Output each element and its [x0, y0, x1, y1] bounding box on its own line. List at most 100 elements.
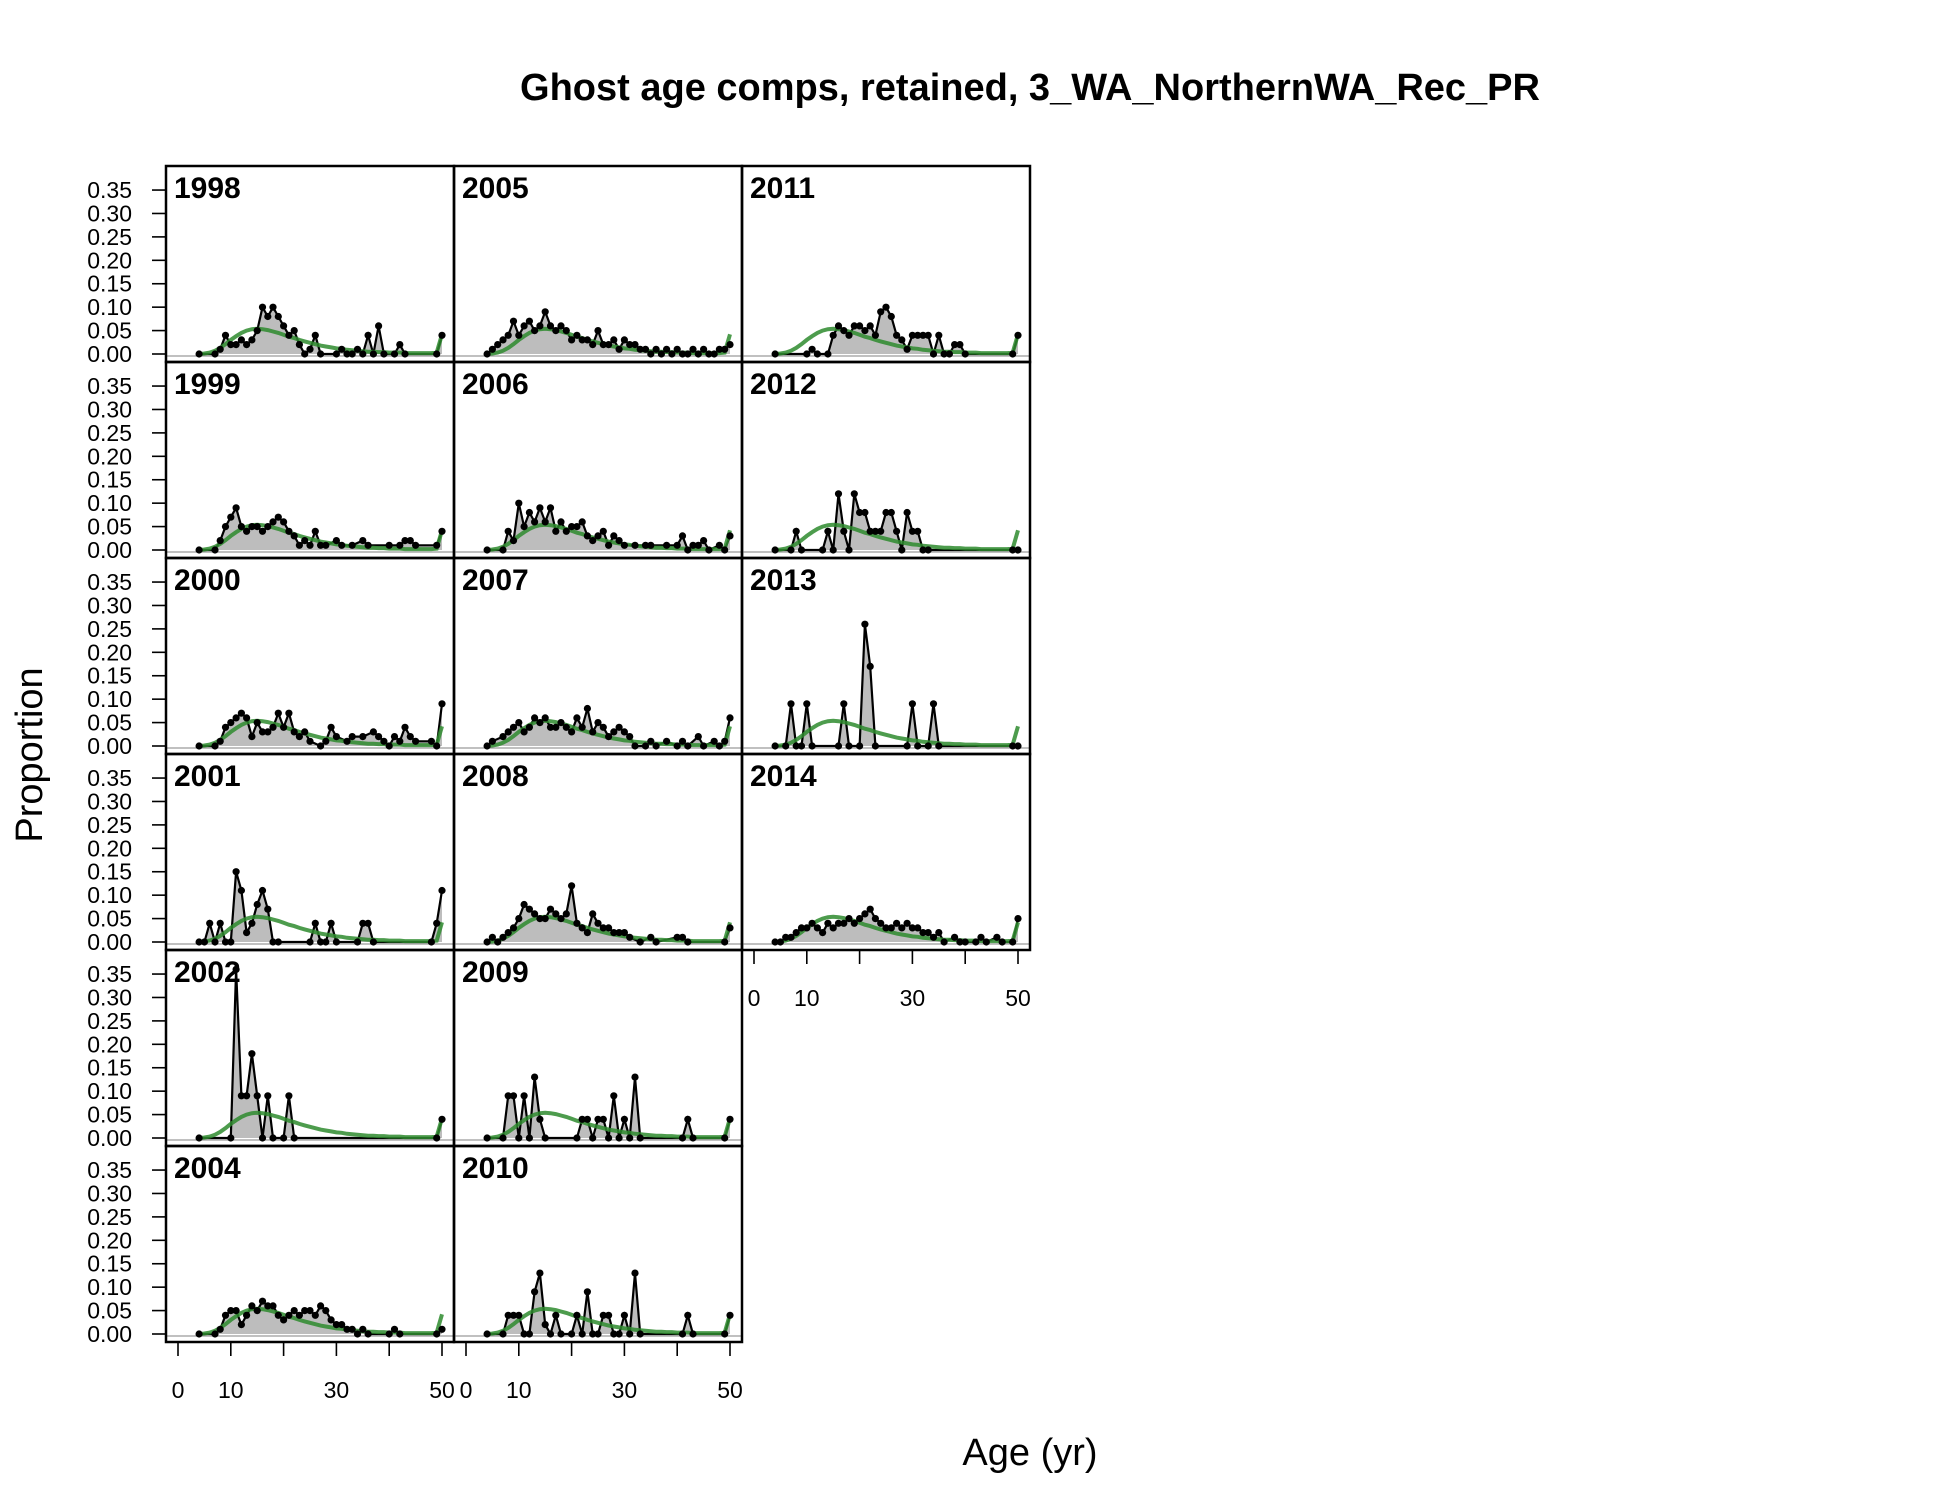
observed-line	[487, 1076, 732, 1143]
observed-point	[797, 546, 806, 554]
observed-point	[237, 523, 245, 531]
observed-point	[488, 345, 496, 353]
panel-year-label: 2012	[750, 368, 817, 401]
observed-point	[813, 924, 822, 932]
observed-point	[998, 938, 1006, 946]
observed-point	[631, 341, 639, 349]
observed-point	[903, 919, 911, 927]
observed-point	[594, 327, 602, 335]
observed-point	[438, 886, 446, 895]
observed-point	[919, 546, 927, 554]
observed-point	[615, 345, 623, 353]
observed-point	[499, 933, 507, 941]
observed-point	[982, 938, 990, 946]
observed-point	[216, 537, 224, 545]
expected-line	[198, 326, 444, 356]
observed-point	[850, 322, 858, 330]
observed-point	[269, 303, 277, 311]
observed-point	[237, 1092, 245, 1100]
observed-point	[684, 350, 692, 358]
observed-point	[673, 933, 681, 941]
panel-year-label: 2005	[462, 172, 529, 205]
observed-point	[887, 924, 895, 932]
observed-point	[237, 1321, 245, 1329]
observed-point	[546, 723, 555, 731]
y-tick-label: 0.05	[87, 710, 132, 736]
observed-point	[813, 350, 822, 358]
observed-point	[782, 742, 790, 750]
observed-point	[306, 938, 314, 946]
observed-point	[647, 350, 655, 358]
observed-point	[515, 331, 523, 339]
observed-point	[700, 742, 708, 750]
observed-point	[322, 1307, 330, 1315]
observed-point	[332, 537, 340, 545]
y-tick-label: 0.35	[87, 177, 132, 203]
observed-point	[483, 938, 491, 946]
y-tick-label: 0.25	[87, 1204, 132, 1230]
observed-point	[684, 938, 692, 946]
expected-line	[198, 718, 444, 748]
observed-point	[887, 508, 895, 517]
panel-year-label: 2013	[750, 564, 817, 597]
observed-point	[227, 1134, 235, 1142]
y-tick-label: 0.05	[87, 514, 132, 540]
observed-point	[808, 742, 816, 750]
observed-point	[327, 919, 335, 927]
observed-point	[195, 1134, 203, 1142]
y-tick-label: 0.15	[87, 663, 132, 689]
observed-point	[264, 1302, 272, 1310]
observed-point	[620, 541, 629, 549]
observed-point	[726, 714, 734, 722]
observed-point	[871, 331, 880, 339]
observed-point	[499, 1134, 507, 1142]
observed-point	[248, 1302, 256, 1310]
expected-line	[198, 522, 444, 552]
observed-point	[520, 1092, 528, 1100]
observed-point	[509, 1311, 518, 1319]
observed-point	[359, 537, 367, 545]
observed-point	[412, 737, 420, 745]
observed-point	[280, 322, 288, 330]
observed-point	[541, 714, 549, 722]
observed-point	[483, 350, 491, 358]
observed-point	[427, 938, 435, 946]
observed-point	[877, 527, 885, 535]
observed-point	[599, 1311, 607, 1319]
observed-point	[195, 1330, 203, 1338]
observed-point	[243, 714, 251, 722]
observed-point	[317, 1302, 325, 1310]
observed-point	[678, 1134, 687, 1142]
observed-point	[829, 546, 837, 554]
observed-point	[536, 915, 544, 923]
observed-point	[620, 336, 629, 344]
observed-point	[348, 350, 356, 358]
observed-point	[589, 341, 597, 349]
panel-year-label: 2006	[462, 368, 529, 401]
observed-point	[515, 1311, 523, 1319]
y-tick-label: 0.30	[87, 984, 132, 1010]
observed-point	[615, 929, 623, 937]
observed-point	[483, 546, 491, 554]
observed-point	[227, 513, 235, 521]
observed-area	[487, 885, 730, 942]
observed-point	[531, 518, 539, 526]
observed-point	[290, 728, 298, 736]
observed-point	[840, 919, 848, 927]
x-tick-label: 50	[717, 1377, 743, 1403]
observed-point	[295, 541, 303, 549]
observed-point	[940, 938, 948, 946]
observed-point	[562, 910, 570, 918]
observed-point	[499, 733, 507, 741]
observed-point	[541, 915, 549, 923]
observed-point	[834, 490, 843, 498]
observed-point	[552, 327, 560, 335]
observed-point	[541, 518, 549, 526]
observed-point	[406, 537, 414, 545]
observed-point	[856, 508, 864, 517]
observed-point	[684, 1311, 692, 1319]
observed-point	[536, 504, 544, 512]
observed-point	[1009, 938, 1017, 946]
observed-point	[515, 1134, 523, 1142]
